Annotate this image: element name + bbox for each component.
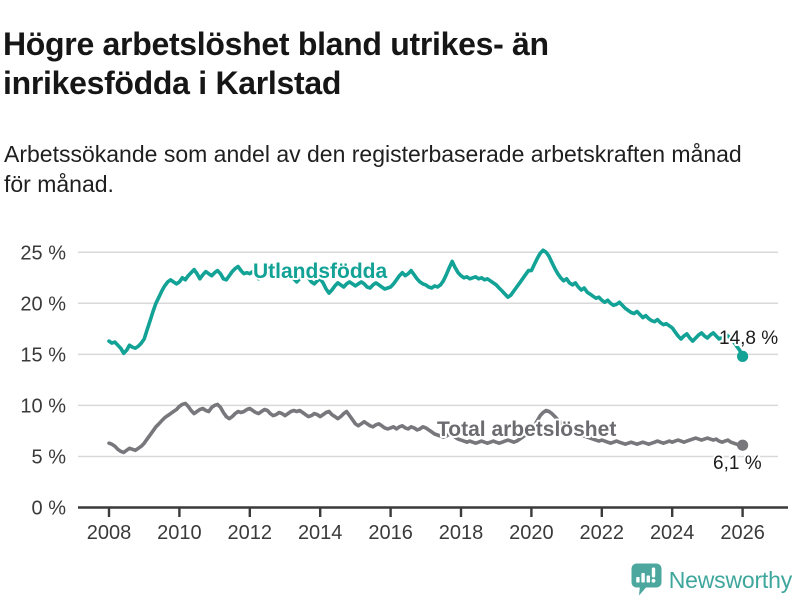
end-value-label-utlandsfodda: 14,8 % <box>719 328 778 349</box>
x-tick-label-2022: 2022 <box>580 522 625 544</box>
series-label-utlandsfodda: Utlandsfödda <box>253 260 387 283</box>
chart-subtitle-line-1: Arbetssökande som andel av den registerb… <box>4 141 742 167</box>
y-tick-label-0: 0 % <box>32 498 67 520</box>
page-title: Högre arbetslöshet bland utrikes- än inr… <box>3 25 703 103</box>
grid-layer: 0 % 5 % 10 % 15 % 20 % 25 % 2008 2010 2012 2014 20… <box>20 242 788 544</box>
series-layer <box>107 248 749 455</box>
x-tick-label-2014: 2014 <box>298 522 343 544</box>
x-tick-label-2024: 2024 <box>650 522 695 544</box>
x-tick-label-2010: 2010 <box>157 522 202 544</box>
series-end-dot-utlandsfodda <box>737 350 749 362</box>
y-tick-label-25: 25 % <box>20 242 66 264</box>
end-value-label-total: 6,1 % <box>713 453 762 474</box>
x-tick-label-2026: 2026 <box>720 522 765 544</box>
newsworthy-bar-chart-bubble-icon <box>631 563 662 596</box>
x-tick-label-2018: 2018 <box>439 522 484 544</box>
y-tick-label-10: 10 % <box>20 395 66 417</box>
y-tick-label-20: 20 % <box>20 293 66 315</box>
chart-subtitle: Arbetssökande som andel av den registerb… <box>4 139 794 199</box>
series-line-utlandsfodda <box>107 248 745 359</box>
x-tick-label-2020: 2020 <box>509 522 554 544</box>
x-tick-label-2012: 2012 <box>228 522 273 544</box>
page-title-line-1: Högre arbetslöshet bland utrikes- än <box>3 26 549 63</box>
series-end-dot-total-arbetsloshet <box>737 439 749 451</box>
x-tick-label-2008: 2008 <box>87 522 132 544</box>
page-title-line-2: inrikesfödda i Karlstad <box>3 65 342 102</box>
chart-subtitle-line-2: för månad. <box>4 171 114 197</box>
series-label-total-arbetsloshet: Total arbetslöshet <box>437 418 616 441</box>
newsworthy-logo-text: Newsworthy <box>668 566 792 593</box>
y-tick-label-5: 5 % <box>32 446 67 468</box>
x-tick-label-2016: 2016 <box>368 522 413 544</box>
y-tick-label-15: 15 % <box>20 344 66 366</box>
newsworthy-logo: Newsworthy <box>630 563 792 597</box>
series-line-total-arbetsloshet <box>107 401 745 455</box>
